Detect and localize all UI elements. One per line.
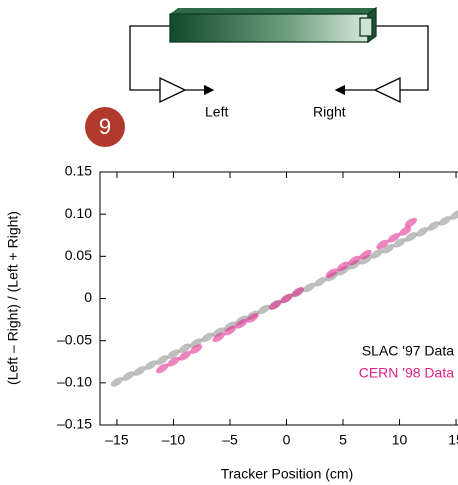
data-point (110, 377, 124, 387)
left-label: Left (205, 104, 228, 120)
x-tick-label: –5 (222, 432, 238, 448)
data-point (382, 243, 395, 254)
data-point (212, 327, 225, 338)
data-point (155, 363, 169, 374)
data-point (223, 325, 237, 336)
data-point (291, 286, 304, 297)
right-amp (373, 76, 401, 104)
badge (85, 107, 125, 147)
data-point (393, 238, 406, 248)
badge-label: 9 (99, 114, 111, 139)
data-point (404, 217, 418, 228)
data-point (399, 226, 412, 236)
y-tick-label: 0.10 (65, 205, 92, 221)
data-point (212, 332, 225, 343)
tracker-bar (169, 13, 369, 43)
left-amp (159, 76, 187, 104)
right-wire (372, 25, 429, 91)
legend-label: SLAC '97 Data (362, 343, 454, 359)
tracker-top (170, 8, 376, 14)
x-axis-title: Tracker Position (cm) (221, 466, 354, 482)
x-tick-label: 15 (448, 432, 458, 448)
tracker-cap (359, 17, 373, 37)
data-point (336, 261, 350, 272)
data-point (189, 344, 203, 354)
data-point (359, 254, 372, 265)
data-point (155, 355, 169, 365)
data-point (167, 349, 180, 359)
left-wire (129, 25, 170, 91)
data-point (325, 268, 338, 279)
x-tick-label: 10 (392, 432, 408, 448)
diagram (129, 6, 429, 104)
y-tick-label: 0.15 (65, 163, 92, 179)
data-point (449, 210, 458, 220)
data-point (257, 304, 271, 315)
data-point (348, 255, 361, 266)
data-point (314, 276, 327, 287)
data-point (122, 371, 135, 381)
data-point (235, 318, 248, 329)
data-point (415, 227, 429, 237)
y-tick-label: 0 (84, 289, 92, 305)
data-point (370, 248, 384, 259)
x-tick-label: –15 (105, 432, 129, 448)
data-point (178, 343, 191, 354)
y-axis-title: (Left – Right) / (Left + Right) (5, 211, 21, 385)
data-point (144, 360, 158, 370)
data-point (178, 351, 191, 361)
data-point (302, 282, 316, 293)
y-tick-label: –0.10 (57, 374, 92, 390)
data-point (189, 338, 203, 349)
data-point (438, 216, 451, 226)
data-point (280, 293, 293, 304)
plot-frame (99, 171, 458, 426)
legend-label: CERN '98 Data (359, 365, 454, 381)
data-point (359, 249, 372, 260)
x-tick-label: 5 (339, 432, 347, 448)
data-point (246, 313, 259, 323)
right-label: Right (313, 104, 346, 120)
data-point (269, 300, 282, 311)
y-tick-label: –0.05 (57, 331, 92, 347)
data-point (201, 332, 214, 343)
data-point (376, 239, 389, 250)
data-point (427, 221, 440, 231)
y-tick-label: 0.05 (65, 247, 92, 263)
data-point (133, 366, 146, 376)
data-point (404, 232, 418, 242)
data-point (387, 232, 401, 243)
x-tick-label: 0 (283, 432, 291, 448)
data-point (167, 356, 180, 367)
x-tick-label: –10 (162, 432, 186, 448)
y-tick-label: –0.15 (57, 416, 92, 432)
